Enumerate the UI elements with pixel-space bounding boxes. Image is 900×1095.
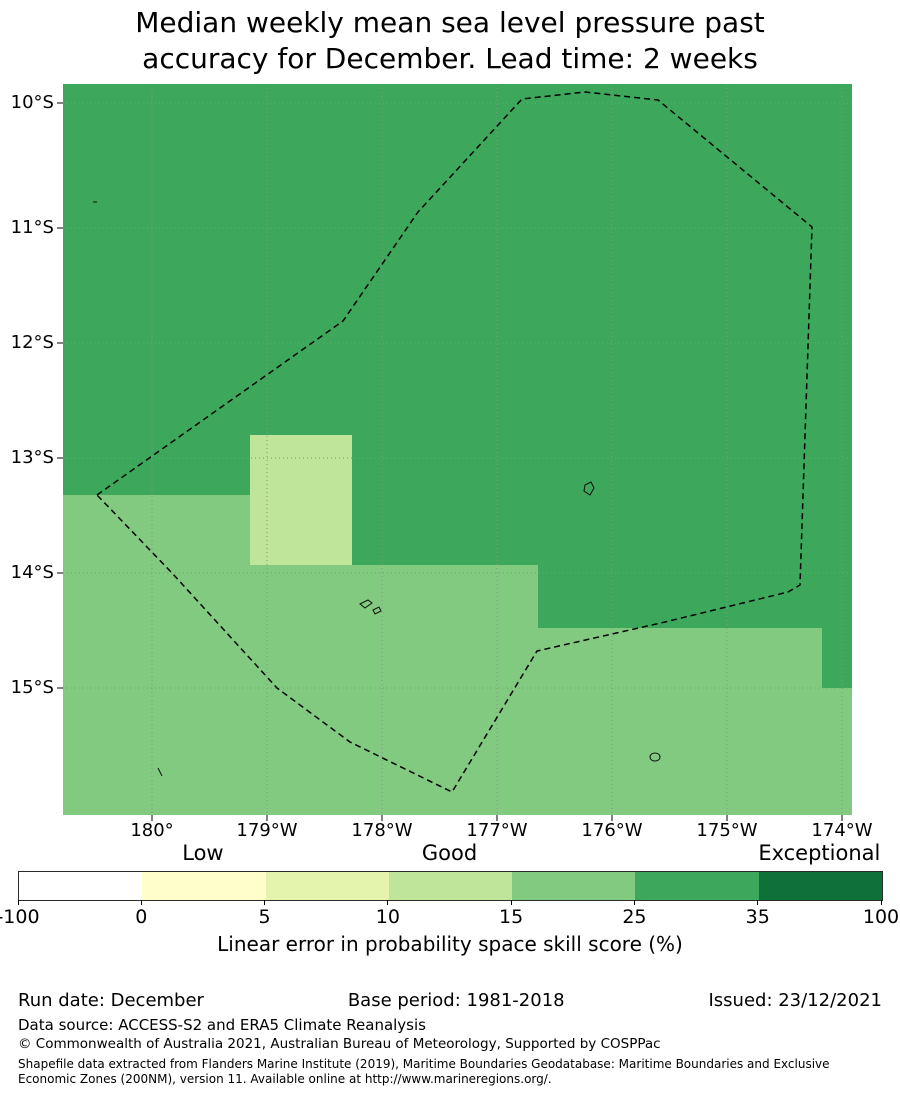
title-line-1: Median weekly mean sea level pressure pa… xyxy=(135,6,765,39)
copyright-text: © Commonwealth of Australia 2021, Austra… xyxy=(18,1036,661,1052)
colorbar-tick-mark xyxy=(17,900,19,905)
colorbar-tick-mark xyxy=(757,900,759,905)
x-tick-label: 178°W xyxy=(351,820,413,841)
island-outline xyxy=(583,481,595,496)
y-tick-label: 12°S xyxy=(10,332,54,353)
colorbar-tick-label: 35 xyxy=(745,906,770,928)
x-tick-label: 176°W xyxy=(581,820,643,841)
colorbar-tick-label: 100 xyxy=(862,906,900,928)
figure-title: Median weekly mean sea level pressure pa… xyxy=(0,5,900,78)
x-tick-label: 179°W xyxy=(236,820,298,841)
colorbar-category-low: Low xyxy=(182,841,224,865)
colorbar-segment-0-to-5 xyxy=(142,872,266,900)
shapefile-note-text: Shapefile data extracted from Flanders M… xyxy=(18,1057,830,1086)
y-axis-tick-labels: 10°S 11°S 12°S 13°S 14°S 15°S xyxy=(0,0,56,830)
y-tick-label: 15°S xyxy=(10,677,54,698)
colorbar-tick-mark xyxy=(387,900,389,905)
colorbar-category-labels: Low Good Exceptional xyxy=(18,841,881,868)
run-date-text: Run date: December xyxy=(18,990,204,1011)
colorbar-tick-label: 5 xyxy=(258,906,271,928)
colorbar-tick-label: 10 xyxy=(375,906,400,928)
data-source-text: Data source: ACCESS-S2 and ERA5 Climate … xyxy=(18,1016,426,1034)
x-tick-label: 177°W xyxy=(466,820,528,841)
island-outline xyxy=(157,767,163,777)
colorbar-tick-mark xyxy=(880,900,882,905)
colorbar-tick-marks xyxy=(17,900,882,905)
y-tick-label: 14°S xyxy=(10,562,54,583)
x-tick-label: 174°W xyxy=(811,820,873,841)
colorbar xyxy=(18,871,883,901)
issued-text: Issued: 23/12/2021 xyxy=(708,990,882,1011)
eez-boundary xyxy=(96,91,813,793)
colorbar-tick-mark xyxy=(633,900,635,905)
colorbar-category-good: Good xyxy=(421,841,478,865)
colorbar-axis-label: Linear error in probability space skill … xyxy=(217,932,683,956)
map-region-skill-10-15-patch xyxy=(250,435,352,565)
colorbar-segment-5-to-10 xyxy=(265,872,389,900)
colorbar-tick-mark xyxy=(140,900,142,905)
colorbar-tick-label: -100 xyxy=(0,906,40,928)
title-line-2: accuracy for December. Lead time: 2 week… xyxy=(142,42,758,76)
island-outline xyxy=(372,606,382,615)
base-period-text: Base period: 1981-2018 xyxy=(347,990,565,1011)
colorbar-segment-35-to-100 xyxy=(758,872,882,900)
skill-score-map xyxy=(57,84,852,821)
x-tick-label: 175°W xyxy=(696,820,758,841)
colorbar-segment--100-to-0 xyxy=(19,872,143,900)
colorbar-tick-mark xyxy=(510,900,512,905)
island-outline xyxy=(649,752,661,762)
colorbar-segment-25-to-35 xyxy=(635,872,759,900)
colorbar-tick-labels: -100 0 5 10 15 25 35 100 xyxy=(0,906,899,930)
colorbar-tick-label: 15 xyxy=(499,906,524,928)
x-axis-tick-labels: 180° 179°W 178°W 177°W 176°W 175°W 174°W xyxy=(0,820,900,844)
map-region-skill-25-35-upper xyxy=(63,84,852,688)
colorbar-segment-10-to-15 xyxy=(388,872,513,900)
y-tick-label: 13°S xyxy=(10,447,54,468)
colorbar-tick-label: 25 xyxy=(622,906,647,928)
y-tick-label: 11°S xyxy=(10,217,54,238)
colorbar-tick-mark xyxy=(264,900,266,905)
colorbar-segment-15-to-25 xyxy=(512,872,636,900)
colorbar-tick-label: 0 xyxy=(135,906,148,928)
colorbar-category-exceptional: Exceptional xyxy=(758,841,881,865)
footer-meta-row: Run date: December Base period: 1981-201… xyxy=(18,990,882,1011)
y-tick-label: 10°S xyxy=(10,92,54,113)
x-tick-label: 180° xyxy=(130,820,174,841)
island-outline xyxy=(359,599,373,609)
